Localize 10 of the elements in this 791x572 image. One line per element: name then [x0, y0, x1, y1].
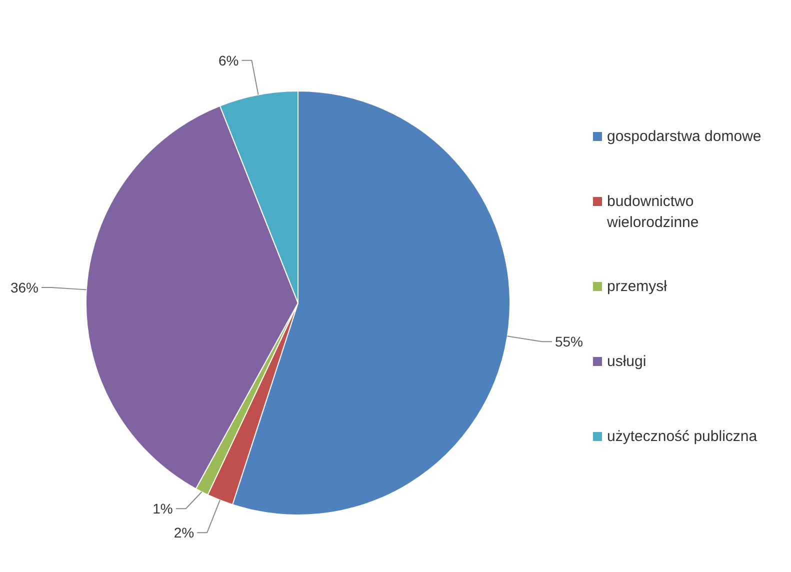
data-label: 1%: [152, 500, 173, 517]
data-label: 55%: [554, 334, 583, 350]
legend-label: usługi: [607, 353, 646, 370]
legend-label: przemysł: [607, 278, 668, 295]
legend-label: budownictwo wielorodzinne: [606, 193, 699, 231]
data-label: 6%: [218, 52, 239, 68]
data-label: 36%: [10, 279, 38, 296]
legend-label: użyteczność publiczna: [607, 428, 758, 445]
legend-label: gospodarstwa domowe: [607, 128, 762, 145]
data-label: 2%: [174, 524, 194, 541]
